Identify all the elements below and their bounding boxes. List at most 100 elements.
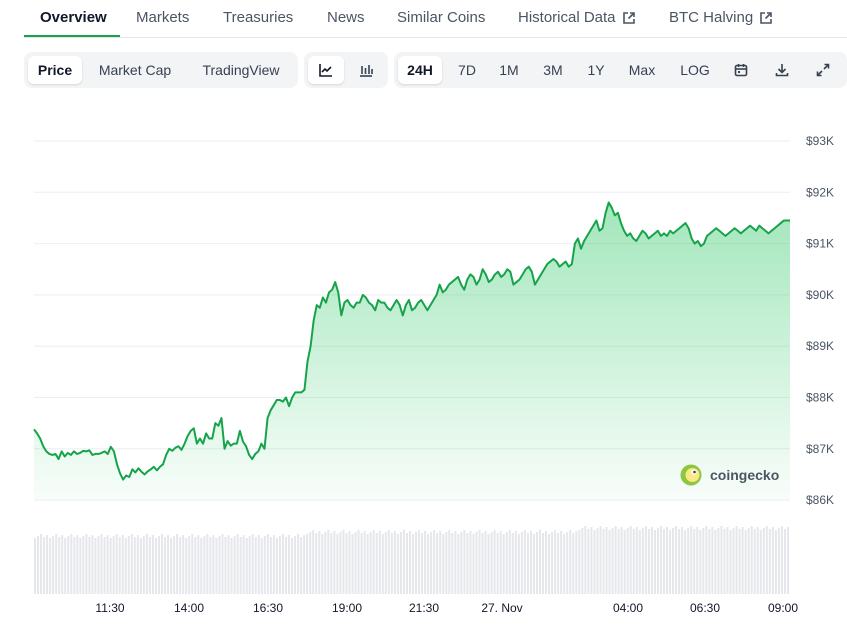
- volume-bar: [632, 529, 635, 594]
- volume-bar: [354, 532, 357, 594]
- volume-bar: [369, 532, 372, 594]
- volume-bar: [79, 538, 82, 594]
- volume-bar: [318, 531, 321, 594]
- date-range-button[interactable]: [726, 56, 756, 84]
- volume-bar: [487, 534, 490, 594]
- range-24h-button[interactable]: 24H: [398, 56, 442, 84]
- volume-bar: [466, 533, 469, 594]
- volume-bar: [37, 536, 40, 594]
- volume-bar: [548, 534, 551, 594]
- volume-bar: [297, 534, 300, 594]
- tab-historical-data[interactable]: Historical Data: [518, 9, 636, 26]
- range-7d-button[interactable]: 7D: [458, 62, 476, 78]
- volume-bar: [659, 526, 662, 594]
- volume-bar: [605, 527, 608, 594]
- range-max-button[interactable]: Max: [628, 62, 656, 78]
- volume-bar: [572, 533, 575, 594]
- tab-treasuries[interactable]: Treasuries: [223, 9, 293, 26]
- volume-bar: [529, 531, 532, 594]
- tab-label: Treasuries: [223, 9, 294, 26]
- volume-bar: [460, 532, 463, 594]
- tab-label: Historical Data: [518, 9, 616, 26]
- volume-bar: [569, 530, 572, 594]
- mode-tradingview-button[interactable]: TradingView: [202, 62, 280, 78]
- volume-bar: [242, 535, 245, 594]
- fullscreen-icon: [816, 63, 830, 77]
- volume-bar: [554, 530, 557, 594]
- tab-similar-coins[interactable]: Similar Coins: [397, 9, 485, 26]
- volume-bar: [714, 530, 717, 594]
- volume-bar: [357, 530, 360, 594]
- coingecko-watermark: coingecko: [680, 464, 779, 486]
- volume-bar: [327, 530, 330, 594]
- volume-bar: [170, 538, 173, 594]
- volume-bar: [375, 533, 378, 594]
- volume-bar: [484, 531, 487, 594]
- y-tick-label: $90K: [806, 288, 834, 302]
- volume-bar: [578, 530, 581, 594]
- volume-bar: [221, 534, 224, 594]
- volume-bar: [233, 536, 236, 594]
- volume-bar: [780, 526, 783, 594]
- volume-bar: [245, 538, 248, 594]
- volume-bar: [511, 533, 514, 594]
- volume-bar: [684, 530, 687, 594]
- volume-bar: [427, 534, 430, 594]
- volume-bar: [142, 536, 145, 594]
- volume-bar: [254, 537, 257, 594]
- volume-bar: [121, 535, 124, 594]
- mode-price-button[interactable]: Price: [28, 56, 82, 84]
- volume-bar: [396, 534, 399, 594]
- volume-bar: [650, 527, 653, 594]
- volume-bar: [248, 536, 251, 594]
- volume-bar: [176, 534, 179, 594]
- volume-bar: [236, 534, 239, 594]
- volume-bar: [278, 536, 281, 594]
- volume-bar: [481, 533, 484, 594]
- x-tick-label: 27. Nov: [481, 601, 522, 615]
- volume-bar: [418, 530, 421, 594]
- volume-bar: [263, 536, 266, 594]
- download-icon: [775, 64, 789, 77]
- range-1y-button[interactable]: 1Y: [587, 62, 605, 78]
- mode-market-cap-button[interactable]: Market Cap: [98, 62, 172, 78]
- range-1m-button[interactable]: 1M: [499, 62, 519, 78]
- volume-bar: [200, 538, 203, 594]
- volume-bar: [493, 530, 496, 594]
- volume-bar: [786, 527, 789, 594]
- volume-bar: [266, 534, 269, 594]
- volume-bar: [454, 531, 457, 594]
- volume-bar: [563, 534, 566, 594]
- range-3m-button[interactable]: 3M: [543, 62, 563, 78]
- volume-bar: [230, 538, 233, 594]
- tab-markets[interactable]: Markets: [136, 9, 189, 26]
- volume-bar: [608, 530, 611, 594]
- log-scale-button[interactable]: LOG: [680, 62, 710, 78]
- tab-news[interactable]: News: [327, 9, 365, 26]
- volume-bar: [696, 527, 699, 594]
- y-tick-label: $89K: [806, 339, 834, 353]
- volume-bar: [46, 535, 49, 594]
- volume-bar: [699, 530, 702, 594]
- volume-bar: [94, 538, 97, 594]
- fullscreen-button[interactable]: [808, 56, 838, 84]
- x-axis-labels: 11:30 14:00 16:30 19:00 21:30 27. Nov 04:00 06:…: [95, 601, 798, 615]
- volume-bar: [687, 528, 690, 594]
- tab-btc-halving[interactable]: BTC Halving: [669, 9, 773, 26]
- chart-style-selector: [304, 52, 388, 88]
- volume-bar: [717, 528, 720, 594]
- volume-bar: [421, 533, 424, 594]
- line-chart-button[interactable]: [308, 56, 344, 84]
- volume-bar: [557, 533, 560, 594]
- volume-bar: [330, 533, 333, 594]
- y-tick-label: $91K: [806, 237, 834, 251]
- volume-bar: [508, 530, 511, 594]
- volume-bar: [747, 528, 750, 594]
- x-tick-label: 19:00: [332, 601, 362, 615]
- candlestick-chart-button[interactable]: [348, 56, 384, 84]
- price-line: [33, 201, 790, 481]
- download-button[interactable]: [767, 56, 797, 84]
- tab-overview[interactable]: Overview: [40, 9, 107, 26]
- volume-bar: [260, 538, 263, 594]
